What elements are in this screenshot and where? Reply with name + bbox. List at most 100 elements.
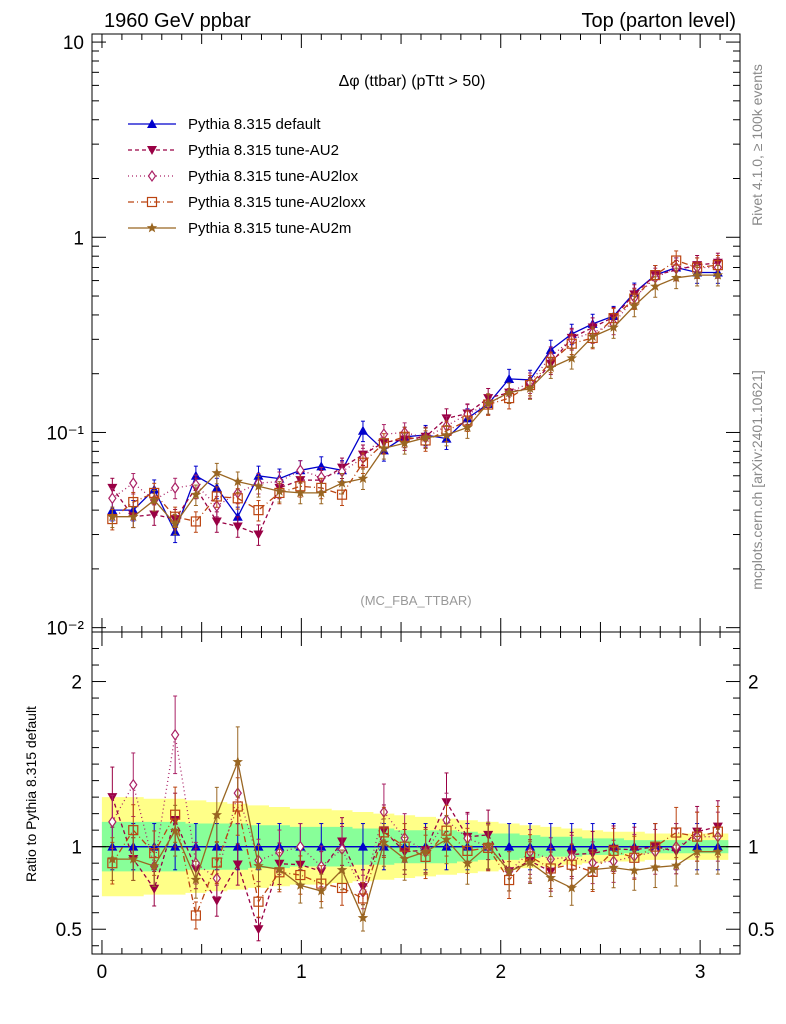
ratio-point — [504, 841, 515, 851]
data-point — [316, 487, 327, 498]
ratio-point — [566, 859, 577, 870]
ratio-point — [587, 864, 598, 875]
data-point — [296, 464, 305, 477]
ratio-y-tick-label-right: 1 — [748, 838, 759, 859]
ratio-point — [253, 860, 264, 871]
legend-label-1: Pythia 8.315 tune-AU2 — [188, 142, 339, 159]
ratio-point — [190, 910, 201, 921]
ratio-point — [296, 840, 305, 853]
ratio-y-tick-label-right: 2 — [748, 673, 759, 694]
ratio-point — [232, 756, 243, 767]
ratio-point — [169, 825, 181, 836]
ratio-point — [357, 893, 369, 904]
data-point — [671, 255, 682, 266]
legend-label-0: Pythia 8.315 default — [188, 116, 321, 133]
legend-marker-2 — [147, 169, 157, 183]
legend-marker-4 — [146, 222, 158, 233]
data-point — [545, 362, 556, 372]
series-line-1 — [111, 262, 718, 536]
data-point — [128, 511, 139, 522]
x-tick-label: 2 — [495, 962, 506, 983]
ratio-point — [128, 853, 139, 864]
data-point — [169, 518, 181, 529]
data-point — [524, 383, 536, 393]
series-ratio-line-1 — [111, 796, 719, 932]
data-point — [232, 522, 243, 532]
ratio-point — [608, 862, 619, 872]
data-point — [357, 457, 369, 468]
ratio-point — [149, 884, 160, 894]
ratio-point — [462, 858, 473, 868]
data-point — [336, 477, 348, 488]
ratio-point — [108, 815, 117, 828]
legend-marker-0 — [147, 119, 157, 128]
x-tick-label: 1 — [296, 962, 307, 983]
series-line-4 — [112, 274, 718, 525]
legend-marker-3 — [146, 196, 158, 208]
data-point — [253, 530, 264, 540]
legend-marker-1 — [147, 146, 157, 155]
ratio-point — [671, 860, 682, 870]
series-line-0 — [112, 266, 718, 534]
data-point — [378, 442, 390, 453]
ratio-y-tick-label-left: 1 — [71, 838, 82, 859]
data-point — [482, 397, 494, 408]
data-point — [566, 352, 577, 363]
data-point — [253, 505, 264, 516]
data-point — [274, 485, 285, 496]
ratio-point — [357, 912, 369, 923]
ratio-point — [211, 809, 222, 820]
data-point — [253, 480, 264, 491]
data-point — [232, 476, 243, 487]
data-point — [211, 467, 222, 478]
data-point — [462, 422, 473, 432]
ratio-plot-frame — [91, 631, 741, 955]
ratio-point — [545, 872, 556, 883]
legend-label-2: Pythia 8.315 tune-AU2lox — [188, 168, 359, 185]
legend: Pythia 8.315 default Pythia 8.315 tune-AU… — [128, 116, 366, 237]
data-point — [211, 517, 222, 527]
main-y-tick-label: 1 — [73, 228, 84, 249]
series-ratio-line-3 — [111, 804, 719, 918]
ratio-y-tick-label-right: 0.5 — [748, 920, 774, 941]
ratio-point — [650, 861, 661, 872]
main-y-tick-label: 10⁻¹ — [47, 423, 85, 444]
header-left: 1960 GeV ppbar — [104, 10, 251, 32]
ratio-point — [129, 778, 138, 791]
data-point — [357, 425, 368, 435]
data-point — [712, 269, 724, 280]
x-tick-label: 0 — [97, 962, 108, 983]
data-point — [420, 432, 431, 443]
series-line-2 — [111, 266, 718, 507]
series-ratio-line-4 — [112, 759, 718, 920]
ratio-point — [336, 864, 348, 875]
data-point — [671, 272, 682, 283]
ratio-point — [170, 728, 180, 741]
data-point — [190, 516, 201, 527]
ratio-point — [399, 853, 410, 864]
data-point — [107, 511, 118, 522]
ratio-point — [378, 837, 390, 847]
plot-title: Δφ (ttbar) (pTtt > 50) — [339, 73, 486, 90]
data-point — [170, 481, 180, 494]
data-point — [232, 493, 243, 504]
x-tick-label: 3 — [695, 962, 706, 983]
data-point — [587, 331, 598, 341]
legend-label-4: Pythia 8.315 tune-AU2m — [188, 220, 351, 237]
data-point — [316, 461, 327, 471]
data-point — [504, 373, 515, 383]
ratio-point — [253, 925, 264, 935]
ratio-point — [566, 882, 577, 893]
header-right: Top (parton level) — [581, 10, 736, 32]
data-point — [650, 280, 661, 291]
ratio-y-axis-label: Ratio to Pythia 8.315 default — [23, 706, 39, 882]
ratio-point — [128, 825, 139, 836]
ratio-point — [253, 896, 264, 907]
ratio-point — [357, 841, 368, 851]
data-point — [629, 300, 640, 311]
side-label-top: Rivet 4.1.0, ≥ 100k events — [749, 64, 765, 226]
series-main-4 — [107, 264, 724, 536]
series-ratio-4 — [107, 726, 724, 932]
data-point — [691, 269, 703, 280]
data-point — [232, 511, 243, 521]
